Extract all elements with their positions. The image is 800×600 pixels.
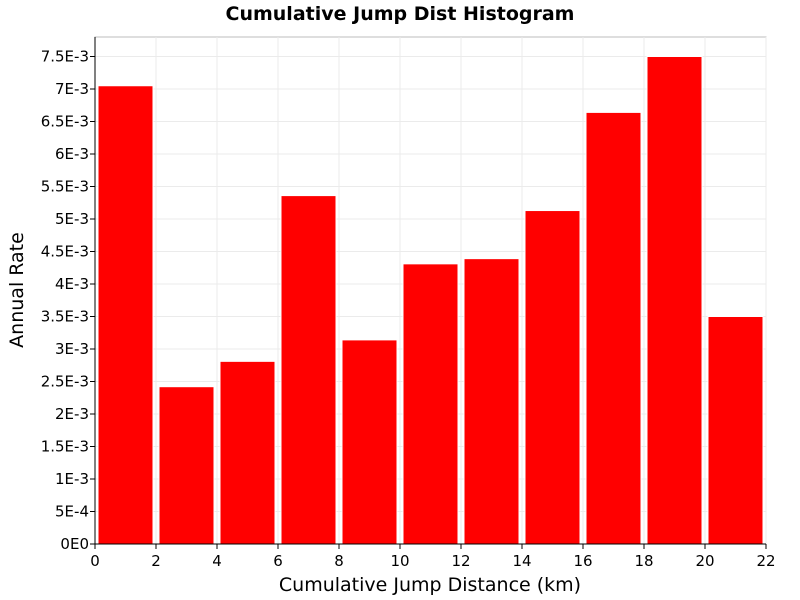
x-tick-label: 22 (756, 552, 775, 570)
x-tick-label: 4 (212, 552, 222, 570)
y-tick-label: 5E-3 (55, 210, 89, 228)
x-axis-label: Cumulative Jump Distance (km) (279, 574, 581, 596)
x-tick-label: 2 (151, 552, 161, 570)
x-tick-label: 6 (273, 552, 283, 570)
y-tick-label: 1.5E-3 (41, 438, 89, 456)
x-tick-label: 0 (90, 552, 100, 570)
y-tick-label: 7.5E-3 (41, 48, 89, 66)
y-tick-label: 5E-4 (55, 503, 89, 521)
histogram-bar (463, 258, 520, 545)
y-tick-label: 4.5E-3 (41, 243, 89, 261)
chart-title: Cumulative Jump Dist Histogram (226, 3, 575, 25)
histogram-bar (97, 85, 154, 545)
y-tick-label: 3.5E-3 (41, 308, 89, 326)
x-ticks: 0 2 4 6 8 10 12 14 16 18 20 22 (90, 544, 776, 570)
x-tick-label: 10 (390, 552, 409, 570)
y-ticks: 0E0 5E-4 1E-3 1.5E-3 2E-3 2.5E-3 3E-3 3.5E-3 4E-… (41, 48, 95, 553)
y-tick-label: 2E-3 (55, 405, 89, 423)
histogram-bar (646, 56, 703, 545)
x-tick-label: 16 (573, 552, 592, 570)
y-axis-label: Annual Rate (6, 232, 28, 348)
histogram-bar (158, 386, 215, 545)
y-tick-label: 2.5E-3 (41, 373, 89, 391)
y-tick-label: 6.5E-3 (41, 113, 89, 131)
y-tick-label: 6E-3 (55, 145, 89, 163)
bars (97, 56, 764, 545)
histogram-bar (341, 339, 398, 545)
x-tick-label: 18 (634, 552, 653, 570)
x-tick-label: 20 (695, 552, 714, 570)
x-tick-label: 14 (512, 552, 531, 570)
y-tick-label: 1E-3 (55, 470, 89, 488)
histogram-bar (707, 316, 764, 545)
y-tick-label: 3E-3 (55, 340, 89, 358)
histogram-bar (524, 210, 581, 545)
x-tick-label: 12 (451, 552, 470, 570)
y-tick-label: 7E-3 (55, 80, 89, 98)
y-tick-label: 0E0 (60, 535, 89, 553)
histogram-bar (585, 111, 642, 545)
histogram-bar (402, 263, 459, 545)
histogram-bar (280, 195, 337, 545)
y-tick-label: 5.5E-3 (41, 178, 89, 196)
y-tick-label: 4E-3 (55, 275, 89, 293)
x-tick-label: 8 (334, 552, 344, 570)
histogram-bar (219, 360, 276, 545)
